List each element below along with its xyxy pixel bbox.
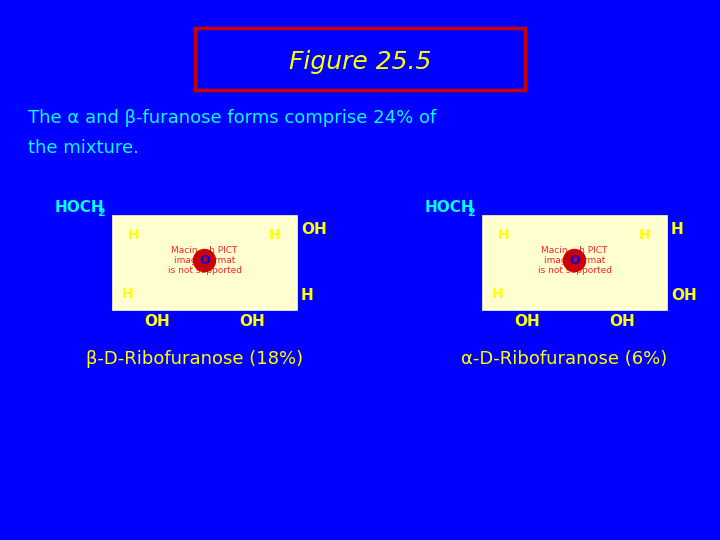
Text: Figure 25.5: Figure 25.5 bbox=[289, 50, 431, 74]
Text: H: H bbox=[128, 228, 140, 242]
Text: OH: OH bbox=[514, 314, 540, 329]
Text: Macin    h PICT
image format
is not supported: Macin h PICT image format is not support… bbox=[538, 246, 611, 275]
Text: the mixture.: the mixture. bbox=[28, 139, 139, 157]
Bar bbox=[112, 215, 297, 310]
Text: H: H bbox=[301, 288, 314, 303]
Text: H: H bbox=[269, 228, 281, 242]
Text: 2: 2 bbox=[467, 208, 474, 218]
Text: HOCH: HOCH bbox=[425, 200, 474, 215]
Text: The α and β-furanose forms comprise 24% of: The α and β-furanose forms comprise 24% … bbox=[28, 109, 436, 127]
Circle shape bbox=[194, 249, 215, 272]
Text: α-D-Ribofuranose (6%): α-D-Ribofuranose (6%) bbox=[462, 350, 667, 368]
Text: OH: OH bbox=[671, 288, 697, 303]
Text: O: O bbox=[570, 254, 580, 267]
Text: H: H bbox=[639, 228, 651, 242]
Text: H: H bbox=[671, 221, 684, 237]
Text: β-D-Ribofuranose (18%): β-D-Ribofuranose (18%) bbox=[86, 350, 303, 368]
Bar bbox=[195, 28, 525, 90]
Text: HOCH: HOCH bbox=[55, 200, 104, 215]
Text: 2: 2 bbox=[97, 208, 104, 218]
Text: O: O bbox=[199, 254, 210, 267]
Text: Macin    h PICT
image format
is not supported: Macin h PICT image format is not support… bbox=[168, 246, 241, 275]
Circle shape bbox=[564, 249, 585, 272]
Text: OH: OH bbox=[144, 314, 170, 329]
Text: H: H bbox=[498, 228, 510, 242]
Text: H: H bbox=[122, 287, 134, 301]
Text: H: H bbox=[492, 287, 504, 301]
Text: OH: OH bbox=[301, 221, 327, 237]
Text: OH: OH bbox=[239, 314, 265, 329]
Text: OH: OH bbox=[609, 314, 635, 329]
Bar bbox=[482, 215, 667, 310]
